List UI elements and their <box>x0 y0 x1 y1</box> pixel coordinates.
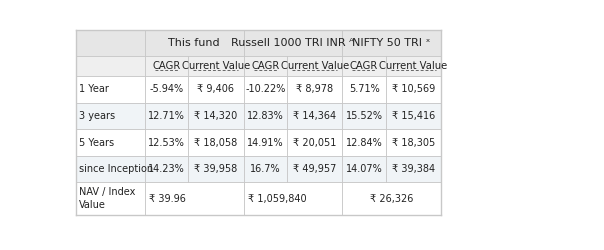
Text: since Inception: since Inception <box>79 164 153 174</box>
Bar <box>145 182 243 215</box>
Text: ₹ 9,406: ₹ 9,406 <box>198 84 234 94</box>
Bar <box>188 129 243 156</box>
Text: -10.22%: -10.22% <box>245 84 286 94</box>
Bar <box>76 76 145 103</box>
Bar <box>145 56 188 76</box>
Bar <box>76 56 145 76</box>
Text: ₹ 26,326: ₹ 26,326 <box>370 194 413 204</box>
Bar <box>342 129 386 156</box>
Bar <box>243 129 287 156</box>
Text: CAGR: CAGR <box>152 61 181 71</box>
Text: NIFTY 50 TRI ˣ: NIFTY 50 TRI ˣ <box>353 38 431 48</box>
Text: ₹ 49,957: ₹ 49,957 <box>293 164 336 174</box>
Bar <box>76 129 145 156</box>
Text: 14.23%: 14.23% <box>148 164 185 174</box>
Text: 14.07%: 14.07% <box>345 164 382 174</box>
Bar <box>243 30 342 56</box>
Text: CAGR: CAGR <box>350 61 378 71</box>
Bar <box>287 56 342 76</box>
Bar <box>188 56 243 76</box>
Bar <box>243 182 342 215</box>
Text: 5 Years: 5 Years <box>79 138 114 147</box>
Bar <box>188 156 243 182</box>
Bar <box>342 30 441 56</box>
Text: 12.84%: 12.84% <box>345 138 382 147</box>
Bar <box>243 76 287 103</box>
Bar <box>243 156 287 182</box>
Text: ₹ 39.96: ₹ 39.96 <box>149 194 187 204</box>
Bar <box>342 56 386 76</box>
Bar <box>76 182 145 215</box>
Bar <box>145 156 188 182</box>
Bar <box>342 156 386 182</box>
Text: 1 Year: 1 Year <box>79 84 109 94</box>
Bar <box>145 129 188 156</box>
Bar <box>243 56 287 76</box>
Bar <box>287 103 342 129</box>
Text: CAGR: CAGR <box>251 61 280 71</box>
Text: 14.91%: 14.91% <box>247 138 284 147</box>
Bar <box>386 129 441 156</box>
Bar <box>188 103 243 129</box>
Text: 12.71%: 12.71% <box>148 111 185 121</box>
Text: 5.71%: 5.71% <box>349 84 379 94</box>
Text: Current Value: Current Value <box>182 61 250 71</box>
Bar <box>76 103 145 129</box>
Text: ₹ 15,416: ₹ 15,416 <box>392 111 435 121</box>
Bar <box>386 156 441 182</box>
Text: ₹ 20,051: ₹ 20,051 <box>293 138 336 147</box>
Bar <box>145 103 188 129</box>
Bar <box>243 103 287 129</box>
Text: NAV / Index
Value: NAV / Index Value <box>79 188 136 210</box>
Text: 3 years: 3 years <box>79 111 115 121</box>
Text: ₹ 39,958: ₹ 39,958 <box>194 164 237 174</box>
Text: -5.94%: -5.94% <box>149 84 184 94</box>
Text: 12.83%: 12.83% <box>247 111 284 121</box>
Text: This fund: This fund <box>169 38 220 48</box>
Bar <box>145 76 188 103</box>
Text: Current Value: Current Value <box>281 61 349 71</box>
Text: ₹ 8,978: ₹ 8,978 <box>296 84 333 94</box>
Bar <box>386 76 441 103</box>
Text: ₹ 39,384: ₹ 39,384 <box>392 164 435 174</box>
Bar <box>145 30 243 56</box>
Bar <box>386 103 441 129</box>
Text: ₹ 18,305: ₹ 18,305 <box>392 138 435 147</box>
Bar <box>342 182 441 215</box>
Bar <box>342 76 386 103</box>
Bar <box>386 56 441 76</box>
Bar <box>76 30 145 56</box>
Text: Current Value: Current Value <box>379 61 448 71</box>
Text: ₹ 10,569: ₹ 10,569 <box>392 84 435 94</box>
Text: ₹ 1,059,840: ₹ 1,059,840 <box>248 194 307 204</box>
Text: 12.53%: 12.53% <box>148 138 185 147</box>
Text: ₹ 18,058: ₹ 18,058 <box>194 138 237 147</box>
Bar <box>287 156 342 182</box>
Bar <box>342 103 386 129</box>
Text: ₹ 14,320: ₹ 14,320 <box>194 111 237 121</box>
Text: ₹ 14,364: ₹ 14,364 <box>293 111 336 121</box>
Bar <box>76 156 145 182</box>
Bar <box>287 76 342 103</box>
Text: Russell 1000 TRI INR ᴬ: Russell 1000 TRI INR ᴬ <box>231 38 355 48</box>
Bar <box>287 129 342 156</box>
Text: 16.7%: 16.7% <box>250 164 281 174</box>
Bar <box>188 76 243 103</box>
Text: 15.52%: 15.52% <box>345 111 382 121</box>
